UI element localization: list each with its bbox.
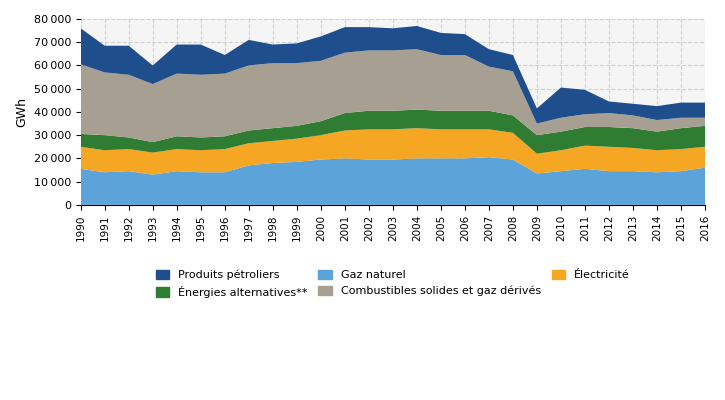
Y-axis label: GWh: GWh [15,97,28,127]
Legend: Produits pétroliers, Énergies alternatives**, Gaz naturel, Combustibles solides : Produits pétroliers, Énergies alternativ… [156,270,630,298]
